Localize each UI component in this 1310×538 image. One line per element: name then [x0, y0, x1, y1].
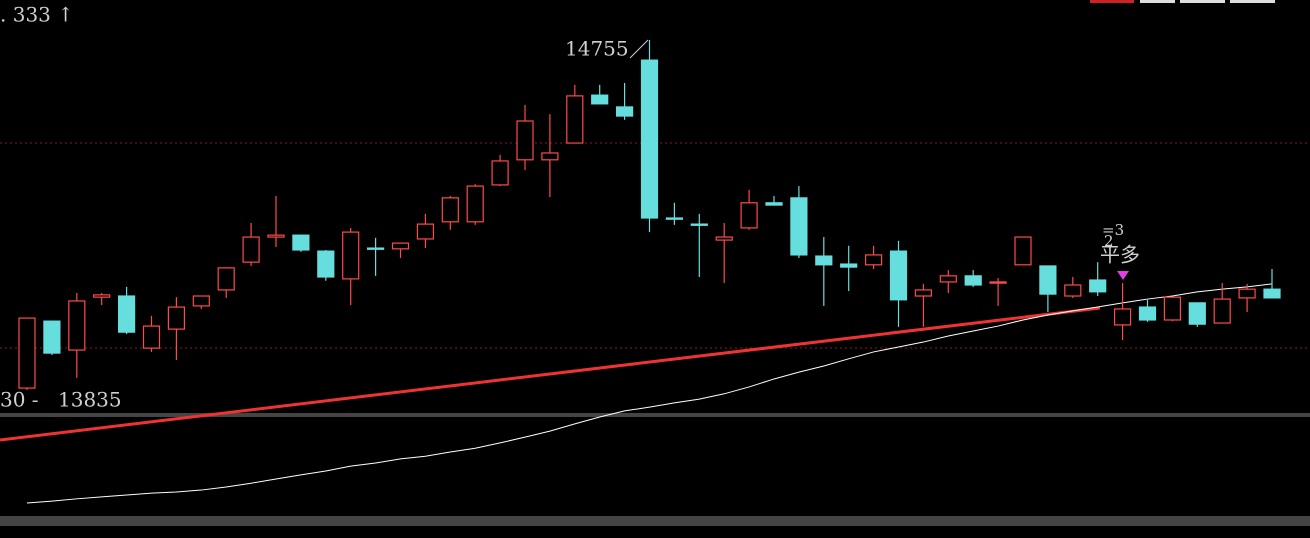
candle-body: [566, 95, 584, 144]
candle-body: [391, 242, 410, 250]
moving-average: [26, 283, 1273, 504]
candle-body: [18, 317, 36, 389]
candle-body: [1213, 298, 1231, 324]
candle-body: [790, 197, 808, 256]
candle-body: [441, 197, 459, 223]
candle-body: [939, 275, 957, 283]
candle-body: [267, 234, 285, 238]
low-prefix: 30 -: [0, 388, 39, 412]
candle-body: [491, 160, 509, 186]
candle-body: [1138, 306, 1157, 321]
candle-body: [1064, 284, 1082, 297]
candle-body: [914, 289, 933, 297]
toolbar-button[interactable]: [1140, 0, 1175, 3]
candle-body: [740, 202, 758, 229]
candle-body: [43, 320, 61, 354]
candle-body: [317, 250, 335, 278]
signal-arrow: [1117, 271, 1129, 280]
candle-body: [342, 231, 360, 280]
candle-body: [1113, 308, 1132, 326]
candle-body: [367, 247, 385, 250]
candle-body: [516, 120, 534, 161]
signal-mark: =3: [1102, 221, 1124, 239]
candle-body: [1039, 265, 1057, 295]
high-label: 14755: [565, 37, 629, 61]
candle-body: [1163, 296, 1182, 321]
candle-body: [1263, 288, 1281, 299]
candle-body: [217, 267, 235, 291]
candle-body: [640, 59, 659, 219]
candle-body: [989, 281, 1007, 284]
top-label: . 333 ↑: [0, 3, 74, 27]
candle-body: [93, 294, 111, 298]
candle-body: [292, 234, 310, 251]
candle-body: [1089, 279, 1107, 293]
candle-body: [1014, 236, 1032, 266]
candle-body: [1238, 288, 1256, 299]
candle-body: [68, 300, 86, 351]
low-label: 13835: [58, 388, 122, 412]
candle-body: [715, 236, 733, 241]
toolbar-button[interactable]: [1180, 0, 1225, 3]
panel-separator: [0, 516, 1310, 526]
candle-body: [416, 223, 434, 240]
signal-label: 平多: [1100, 243, 1140, 267]
candle-body: [192, 295, 210, 307]
candle-body: [117, 295, 136, 333]
candle-body: [889, 250, 908, 301]
trend-line: [0, 306, 1101, 442]
signal-mark: 2: [1104, 232, 1114, 250]
toolbar-button[interactable]: [1230, 0, 1275, 3]
candle-body: [840, 263, 858, 268]
candle-body: [864, 254, 883, 266]
candle-body: [765, 202, 783, 206]
candle-body: [1188, 302, 1206, 325]
panel-separator: [0, 413, 1310, 417]
candle-body: [541, 152, 559, 161]
candle-body: [242, 236, 260, 263]
candle-body: [615, 106, 634, 117]
candle-body: [466, 185, 484, 223]
candle-body: [665, 217, 684, 220]
candle-body: [591, 94, 609, 105]
candle-body: [167, 306, 185, 330]
candle-body: [964, 275, 982, 286]
label-pointer: [629, 39, 649, 59]
toolbar-button[interactable]: [1090, 0, 1134, 3]
candle-body: [815, 255, 833, 266]
candle-body: [142, 325, 161, 349]
candle-body: [690, 223, 708, 226]
